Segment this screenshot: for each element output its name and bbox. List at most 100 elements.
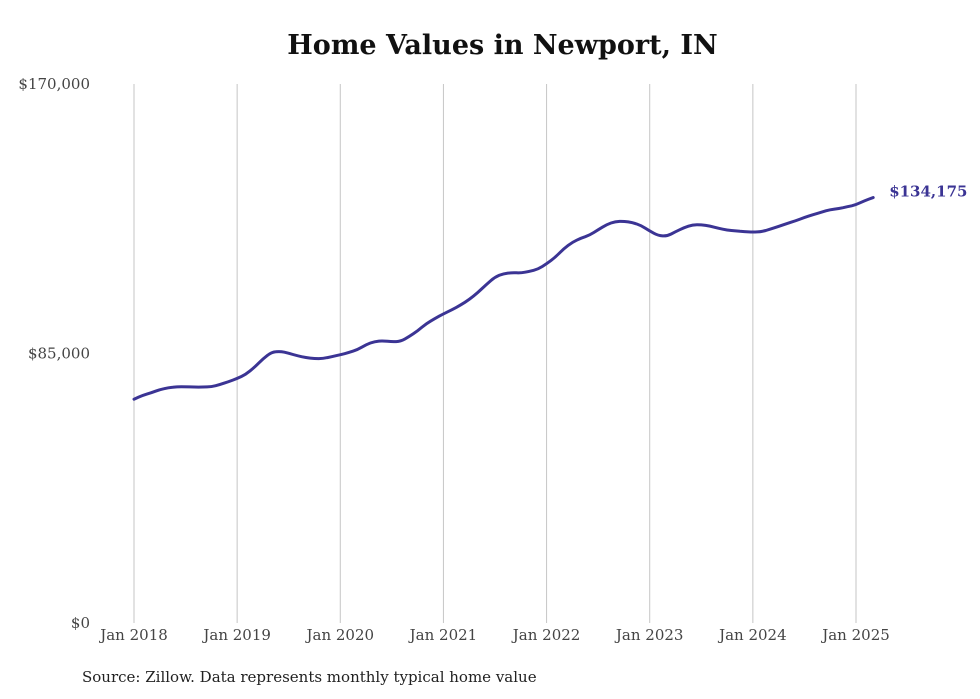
data-point-2024-12 [846, 205, 849, 208]
data-point-2024-04 [777, 225, 780, 228]
data-point-2023-10 [726, 229, 729, 232]
data-point-2021-05 [476, 291, 479, 294]
data-point-2020-04 [365, 343, 368, 346]
data-point-2024-09 [820, 211, 823, 214]
data-point-2021-12 [537, 268, 540, 271]
data-point-2020-05 [373, 340, 376, 343]
x-tick-label-6: Jan 2024 [717, 626, 787, 644]
data-point-2024-05 [786, 222, 789, 225]
data-point-2018-08 [193, 386, 196, 389]
data-point-2024-11 [837, 207, 840, 210]
data-point-2023-09 [717, 227, 720, 230]
data-point-2023-11 [734, 229, 737, 232]
data-point-2024-01 [751, 231, 754, 234]
data-point-2019-06 [279, 350, 282, 353]
data-point-2019-03 [253, 366, 256, 369]
data-point-2019-09 [304, 356, 307, 359]
data-point-2023-06 [691, 223, 694, 226]
vertical-gridlines [133, 84, 857, 623]
data-point-2021-09 [511, 271, 514, 274]
data-point-2022-04 [571, 241, 574, 244]
data-point-2020-01 [339, 353, 342, 356]
data-point-2021-07 [494, 276, 497, 279]
x-tick-label-1: Jan 2019 [201, 626, 271, 644]
data-point-2019-07 [287, 352, 290, 355]
x-tick-label-4: Jan 2022 [511, 626, 581, 644]
data-point-2019-08 [296, 354, 299, 357]
data-point-2020-08 [399, 340, 402, 343]
data-point-2021-03 [459, 304, 462, 307]
data-point-2020-02 [347, 351, 350, 354]
data-point-2022-06 [588, 234, 591, 237]
data-point-2023-08 [708, 225, 711, 228]
data-point-2022-11 [631, 221, 634, 224]
data-point-2018-06 [176, 385, 179, 388]
data-point-2021-02 [451, 308, 454, 311]
data-point-2018-03 [150, 391, 153, 394]
end-value-label: $134,175 [889, 183, 967, 201]
data-point-2019-12 [330, 355, 333, 358]
data-point-2024-06 [794, 219, 797, 222]
data-point-2021-01 [442, 312, 445, 315]
data-point-2019-02 [244, 373, 247, 376]
data-point-2022-07 [597, 228, 600, 231]
data-point-2022-12 [640, 224, 643, 227]
data-point-2020-10 [416, 330, 419, 333]
data-point-2023-03 [665, 235, 668, 238]
data-point-2021-06 [485, 283, 488, 286]
data-point-2018-01 [133, 398, 136, 401]
data-point-2020-03 [356, 348, 359, 351]
data-point-2025-02 [863, 199, 866, 202]
data-point-2019-11 [322, 357, 325, 360]
data-point-2022-01 [545, 262, 548, 265]
x-tick-label-3: Jan 2021 [408, 626, 478, 644]
data-point-2020-12 [433, 317, 436, 320]
data-point-2021-04 [468, 298, 471, 301]
data-point-2025-03 [872, 196, 875, 199]
data-point-2021-08 [502, 272, 505, 275]
data-point-2024-08 [812, 213, 815, 216]
y-tick-label-1: $85,000 [28, 345, 90, 363]
data-point-2020-07 [390, 340, 393, 343]
x-axis-tick-labels: Jan 2018 Jan 2019 Jan 2020 Jan 2021 Jan 2022… [98, 626, 890, 644]
series-layer: $134,175 [132, 183, 967, 401]
x-tick-label-5: Jan 2023 [614, 626, 684, 644]
data-point-2024-03 [769, 228, 772, 231]
data-point-2022-09 [614, 220, 617, 223]
x-tick-label-7: Jan 2025 [820, 626, 890, 644]
chart-title: Home Values in Newport, IN [287, 30, 718, 61]
data-point-2020-06 [382, 339, 385, 342]
data-point-2024-02 [760, 230, 763, 233]
data-point-2019-04 [261, 357, 264, 360]
data-point-2018-07 [184, 385, 187, 388]
data-point-2022-02 [554, 256, 557, 259]
data-point-2018-05 [167, 386, 170, 389]
x-tick-label-2: Jan 2020 [305, 626, 375, 644]
data-point-2024-07 [803, 216, 806, 219]
data-point-2020-09 [408, 335, 411, 338]
data-point-2019-10 [313, 357, 316, 360]
data-point-2018-04 [158, 388, 161, 391]
y-axis-tick-labels: $0 $85,000 $170,000 [18, 75, 90, 632]
data-point-2018-02 [141, 394, 144, 397]
y-tick-label-0: $0 [71, 614, 90, 632]
data-point-2022-05 [580, 237, 583, 240]
data-point-2022-03 [562, 247, 565, 250]
data-point-2021-11 [528, 270, 531, 273]
data-point-2018-10 [210, 385, 213, 388]
data-point-2023-07 [700, 223, 703, 226]
data-point-2023-12 [743, 230, 746, 233]
x-tick-label-0: Jan 2018 [98, 626, 168, 644]
data-point-2021-10 [519, 272, 522, 275]
data-point-2023-05 [683, 226, 686, 229]
data-point-2018-09 [201, 386, 204, 389]
source-note: Source: Zillow. Data represents monthly … [82, 668, 537, 686]
data-point-2023-04 [674, 230, 677, 233]
data-point-2019-01 [236, 377, 239, 380]
data-point-2023-01 [648, 230, 651, 233]
data-point-2022-10 [622, 220, 625, 223]
data-point-2018-12 [227, 380, 230, 383]
data-point-2025-01 [855, 203, 858, 206]
data-point-2019-05 [270, 351, 273, 354]
